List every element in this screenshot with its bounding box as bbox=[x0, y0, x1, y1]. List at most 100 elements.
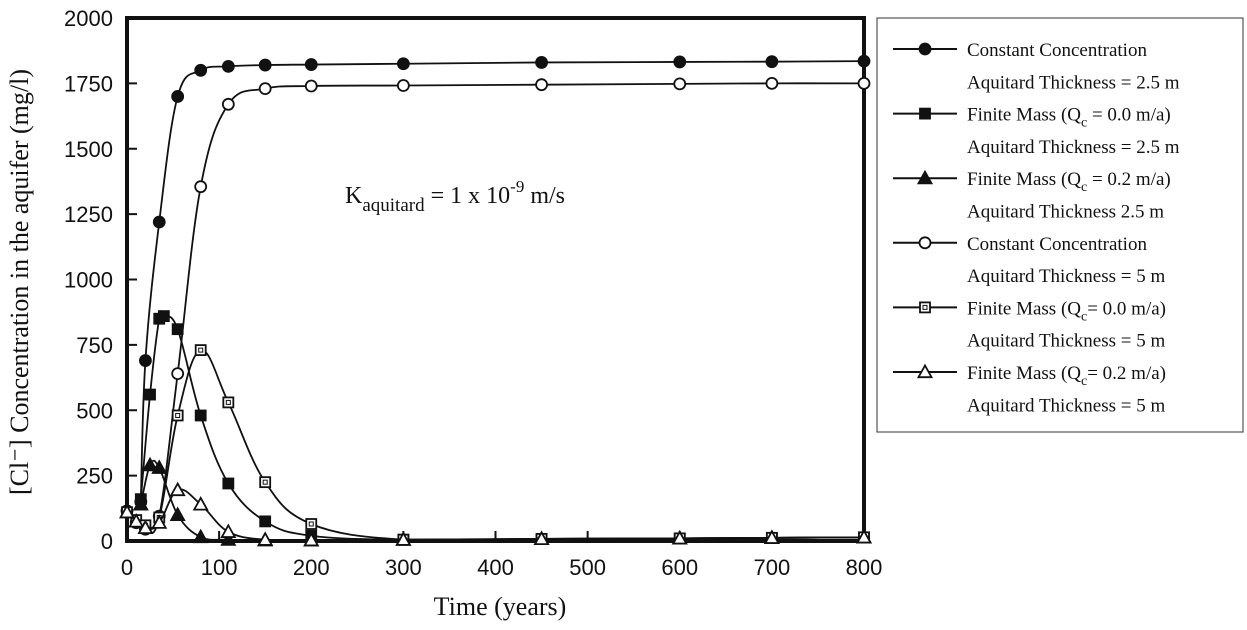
data-point bbox=[535, 56, 548, 69]
x-tick-label: 800 bbox=[846, 555, 883, 580]
data-point bbox=[533, 530, 550, 546]
legend-entry-text: Aquitard Thickness = 5 m bbox=[967, 395, 1165, 416]
legend-entry-text: Finite Mass (Q bbox=[967, 105, 1081, 126]
legend-entry-text: Aquitard Thickness = 2.5 m bbox=[967, 137, 1180, 158]
data-point bbox=[857, 76, 871, 90]
data-point bbox=[396, 57, 410, 71]
marker-square-inner bbox=[922, 304, 928, 310]
plot-frame bbox=[125, 16, 866, 543]
marker-square-inner bbox=[198, 347, 204, 353]
data-point bbox=[157, 310, 170, 323]
data-point bbox=[535, 78, 548, 92]
data-point bbox=[673, 55, 687, 69]
data-point bbox=[128, 513, 145, 528]
legend-entry: Finite Mass (Qc = 0.0 m/a) bbox=[967, 105, 1171, 131]
data-point bbox=[222, 396, 235, 409]
data-point bbox=[194, 180, 208, 194]
series-6 bbox=[118, 481, 873, 547]
data-point bbox=[118, 503, 136, 519]
series-5 bbox=[121, 344, 870, 546]
data-point bbox=[303, 531, 320, 547]
legend-entry-text: Aquitard Thickness = 5 m bbox=[967, 266, 1165, 287]
legend-marker bbox=[916, 363, 934, 379]
k-annotation: Kaquitard = 1 x 10-9 m/s bbox=[345, 177, 565, 216]
data-point bbox=[222, 477, 235, 490]
marker-square bbox=[919, 107, 931, 120]
legend: Constant Concentration Aquitard Thickness… bbox=[893, 40, 1180, 416]
y-tick-label: 1500 bbox=[64, 137, 113, 162]
x-tick-label: 100 bbox=[201, 555, 238, 580]
data-point bbox=[396, 79, 410, 92]
legend-entry: Finite Mass (Qc= 0.0 m/a) bbox=[967, 298, 1166, 324]
x-tick-label: 200 bbox=[293, 555, 330, 580]
data-point bbox=[304, 58, 318, 71]
legend-marker bbox=[916, 169, 934, 185]
data-point bbox=[673, 77, 687, 91]
k-annotation-sub: aquitard bbox=[362, 195, 425, 216]
data-point bbox=[144, 388, 156, 401]
k-annotation-tail: m/s bbox=[524, 183, 565, 209]
marker-square bbox=[194, 344, 207, 357]
data-point bbox=[258, 82, 272, 96]
x-axis-title: Time (years) bbox=[434, 592, 567, 621]
data-point bbox=[194, 409, 207, 422]
data-point bbox=[192, 496, 209, 511]
legend-entry-text: Finite Mass (Q bbox=[967, 169, 1081, 190]
marker-square bbox=[259, 515, 272, 528]
data-point bbox=[171, 323, 184, 336]
legend-marker bbox=[919, 301, 931, 314]
y-tick-label: 500 bbox=[76, 398, 113, 423]
series-line bbox=[139, 459, 865, 542]
marker-square-inner bbox=[262, 479, 268, 485]
data-point bbox=[132, 496, 149, 511]
data-point bbox=[855, 528, 873, 544]
data-point bbox=[169, 506, 186, 521]
legend-entry: Aquitard Thickness = 5 m bbox=[967, 395, 1165, 416]
marker-square bbox=[144, 388, 156, 401]
legend-entry-text: Finite Mass (Q bbox=[967, 363, 1081, 384]
data-point bbox=[257, 531, 274, 546]
k-annotation-mid: = 1 x 10 bbox=[425, 183, 511, 209]
data-point bbox=[152, 215, 166, 229]
marker-square bbox=[259, 476, 272, 489]
y-tick-label: 1750 bbox=[64, 71, 113, 96]
series-group bbox=[118, 54, 873, 547]
data-point bbox=[765, 76, 779, 90]
data-point bbox=[220, 531, 237, 546]
legend-entry: Constant Concentration bbox=[967, 234, 1147, 255]
legend-entry-sub: c bbox=[1081, 309, 1087, 324]
marker-square bbox=[222, 477, 235, 490]
data-point bbox=[671, 530, 688, 545]
data-point bbox=[194, 63, 208, 77]
y-tick-label: 750 bbox=[76, 333, 113, 358]
legend-entry: Finite Mass (Qc = 0.2 m/a) bbox=[967, 169, 1171, 195]
y-tick-label: 0 bbox=[101, 529, 113, 554]
legend-entry-tail: = 0.0 m/a) bbox=[1087, 105, 1171, 126]
data-point bbox=[763, 529, 780, 544]
marker-square bbox=[194, 409, 207, 422]
legend-entry: Aquitard Thickness = 5 m bbox=[967, 331, 1165, 352]
marker-square bbox=[222, 396, 235, 409]
x-tick-label: 700 bbox=[754, 555, 791, 580]
data-point bbox=[258, 58, 272, 72]
y-tick-label: 1250 bbox=[64, 202, 113, 227]
data-point bbox=[137, 519, 154, 535]
data-point bbox=[857, 54, 871, 68]
series-4 bbox=[120, 76, 871, 536]
x-tick-label: 600 bbox=[661, 555, 698, 580]
y-tick-label: 250 bbox=[76, 464, 113, 489]
y-tick-label: 2000 bbox=[64, 6, 113, 31]
legend-entry-text: Finite Mass (Q bbox=[967, 298, 1081, 319]
data-point bbox=[142, 456, 159, 472]
y-tick-label: 1000 bbox=[64, 268, 113, 293]
marker-square bbox=[305, 518, 318, 530]
marker-square bbox=[171, 323, 184, 336]
series-line bbox=[139, 60, 865, 502]
data-point bbox=[395, 531, 412, 546]
marker-square bbox=[919, 301, 931, 314]
data-point bbox=[171, 90, 185, 103]
legend-entry-text: Aquitard Thickness = 5 m bbox=[967, 331, 1165, 352]
marker-square-inner bbox=[308, 521, 314, 527]
legend-entry-sub: c bbox=[1081, 180, 1087, 195]
